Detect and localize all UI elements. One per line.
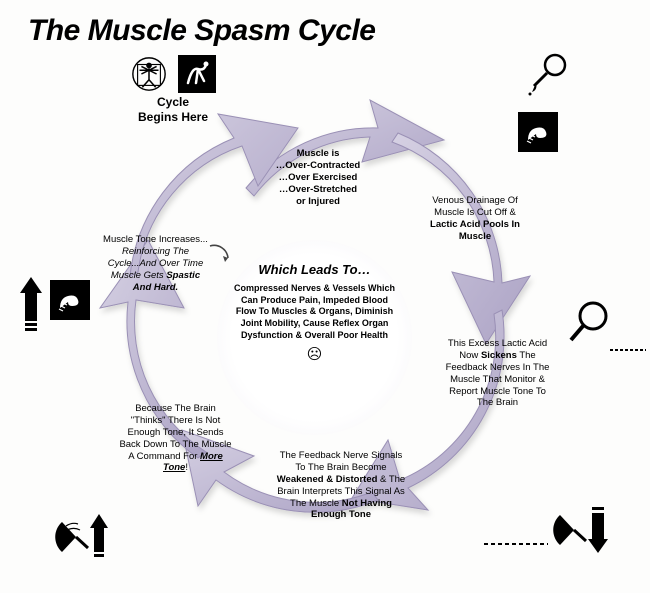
segment-4-text: The Feedback Nerve Signals To The Brain …	[276, 450, 406, 521]
drop-lens-icon	[520, 52, 572, 96]
flex-arm-icon	[518, 112, 558, 152]
segment-6-text: Muscle Tone Increases... Reinforcing The…	[103, 234, 208, 293]
center-body: Compressed Nerves & Vessels Which Can Pr…	[233, 283, 396, 341]
flex-arm-left-icon	[50, 280, 90, 320]
dish-down-icon	[552, 505, 612, 559]
arrow-up-icon	[16, 275, 46, 333]
vitruvian-icon	[130, 55, 168, 93]
segment-3-text: This Excess Lactic Acid Now Sickens The …	[440, 338, 555, 409]
center-lead: Which Leads To…	[233, 262, 396, 277]
magnifier-icon	[565, 300, 613, 344]
center-arrow-icon	[204, 240, 234, 270]
dish-up-icon	[50, 510, 110, 560]
segment-2-text: Venous Drainage Of Muscle Is Cut Off & L…	[420, 195, 530, 243]
sad-face-icon: ☹	[233, 345, 396, 363]
center-hub: Which Leads To… Compressed Nerves & Vess…	[217, 240, 412, 435]
signal-bar-icon	[484, 540, 548, 548]
segment-1-text: Muscle is…Over-Contracted…Over Exercised…	[258, 148, 378, 207]
nerve-dash-icon	[610, 347, 646, 353]
segment-5-text: Because The Brain "Thinks" There Is Not …	[118, 403, 233, 474]
stretch-icon	[178, 55, 216, 93]
